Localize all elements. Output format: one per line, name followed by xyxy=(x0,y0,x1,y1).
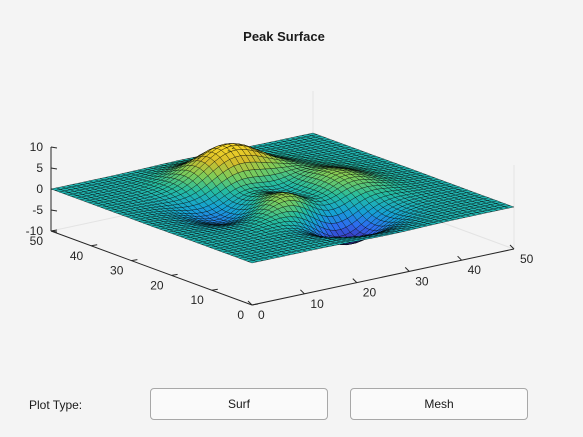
mesh-button[interactable]: Mesh xyxy=(350,388,528,420)
x-tick-label: 20 xyxy=(363,286,377,300)
plot-title: Peak Surface xyxy=(243,29,325,44)
x-tick-label: 10 xyxy=(310,297,324,311)
y-tick-label: 40 xyxy=(70,249,84,263)
y-tick-label: 20 xyxy=(150,278,164,292)
controls-panel: Plot Type: Surf Mesh xyxy=(0,375,583,437)
y-tick-label: 50 xyxy=(30,234,44,248)
plot-area: 10 5 0 -5 -10 50 40 30 20 10 0 0 10 20 30 40 50 Peak Sur… xyxy=(0,0,583,375)
y-tick-label: 10 xyxy=(190,293,204,307)
x-tick-label: 0 xyxy=(258,308,265,322)
surf-button[interactable]: Surf xyxy=(150,388,328,420)
plot-type-label: Plot Type: xyxy=(29,398,82,412)
z-tick-label: 0 xyxy=(36,182,43,196)
x-tick-label: 40 xyxy=(468,263,482,277)
z-tick-label: 10 xyxy=(30,140,44,154)
z-tick-label: -5 xyxy=(32,203,43,217)
z-tick-label: 5 xyxy=(36,161,43,175)
y-tick-label: 0 xyxy=(237,308,244,322)
x-tick-label: 50 xyxy=(520,252,534,266)
y-tick-label: 30 xyxy=(110,264,124,278)
x-tick-label: 30 xyxy=(415,274,429,288)
